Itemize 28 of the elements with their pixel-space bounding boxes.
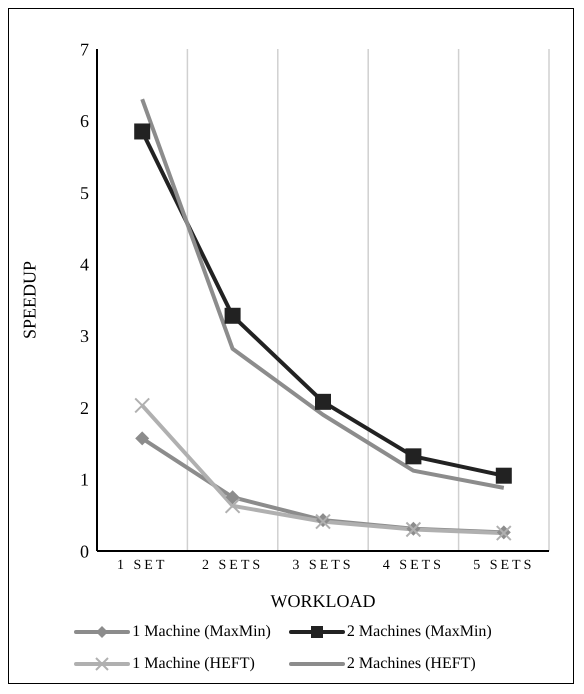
- point: [224, 308, 241, 324]
- y-tick-label: 3: [80, 326, 89, 346]
- legend-label: 1 Machine (HEFT): [132, 655, 255, 673]
- point: [405, 448, 422, 464]
- y-tick-label: 4: [80, 254, 89, 275]
- x-tick-label: 4 SETS: [382, 558, 444, 573]
- y-tick-label: 0: [80, 541, 89, 562]
- point: [134, 123, 150, 140]
- y-axis-title: SPEEDUP: [19, 260, 40, 340]
- x-tick-label: 2 SETS: [202, 558, 264, 573]
- y-tick-label: 5: [80, 182, 89, 203]
- point: [315, 394, 331, 410]
- legend-label: 1 Machine (MaxMin): [132, 623, 271, 641]
- legend-label: 2 Machines (HEFT): [346, 655, 476, 673]
- y-tick-label: 2: [80, 398, 89, 418]
- legend-label: 2 Machines (MaxMin): [346, 623, 492, 641]
- x-tick-label: 5 SETS: [473, 558, 534, 573]
- point: [135, 431, 150, 446]
- x-tick-label: 1 SET: [117, 558, 168, 573]
- y-tick-label: 6: [80, 111, 89, 132]
- y-tick-label: 7: [80, 39, 89, 60]
- y-tick-label: 1: [80, 470, 89, 490]
- point: [224, 498, 241, 514]
- point: [134, 397, 150, 414]
- point: [226, 490, 240, 504]
- point: [496, 468, 512, 484]
- x-tick-label: 3 SETS: [292, 558, 354, 573]
- x-axis-title: WORKLOAD: [270, 591, 376, 611]
